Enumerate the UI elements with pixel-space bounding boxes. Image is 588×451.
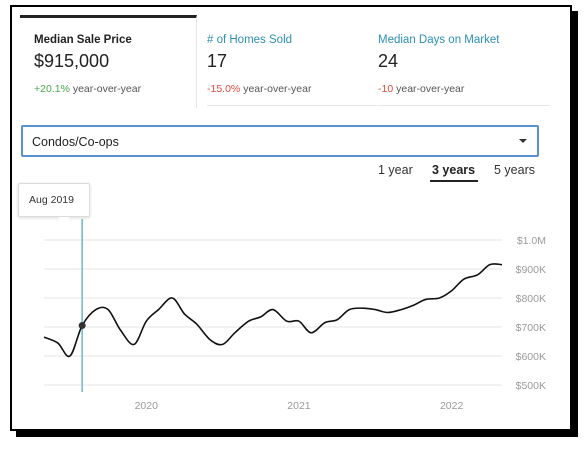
range-3-years[interactable]: 3 years [432,163,476,177]
change-value: -15.0% [207,83,241,95]
stat-value: 17 [207,51,228,71]
stat-change: +20.1% year-over-year [34,83,141,95]
stat-value: 24 [378,51,399,71]
change-value: +20.1% [34,83,70,95]
stat-change: -15.0% year-over-year [207,83,311,95]
stat-title: # of Homes Sold [207,34,293,46]
y-tick-label: $1.0M [517,235,546,247]
stat-value: $915,000 [34,51,110,71]
highlight-point [78,322,86,330]
stat-title: Median Sale Price [34,34,132,46]
tab-homes-sold[interactable]: # of Homes Sold 17 -15.0% year-over-year [207,18,377,106]
tab-median-sale-price[interactable]: Median Sale Price $915,000 +20.1% year-o… [20,15,197,108]
stat-change: -10 year-over-year [378,83,464,95]
chart-tooltip: Aug 2019 [18,183,90,217]
y-tick-label: $700K [516,322,546,334]
change-suffix: year-over-year [393,83,465,95]
change-value: -10 [378,83,394,95]
median-price-series-line [43,263,503,358]
y-tick-label: $900K [516,264,546,276]
selected-range-underline [430,180,478,182]
y-tick-label: $600K [516,351,546,363]
x-tick-label: 2021 [287,400,311,412]
caret-down-icon [519,139,527,143]
y-tick-label: $800K [516,293,546,305]
time-range-tabs: 1 year 3 years 5 years [375,160,545,182]
property-type-value: Condos/Co-ops [32,135,119,149]
tooltip-arrow [58,217,70,224]
market-insights-card [10,5,572,431]
change-suffix: year-over-year [240,83,312,95]
x-tick-label: 2022 [440,400,464,412]
stat-title: Median Days on Market [378,34,500,46]
y-tick-label: $500K [516,380,546,392]
tooltip-label: Aug 2019 [29,194,74,206]
range-5-years[interactable]: 5 years [494,163,535,177]
tab-median-days-on-market[interactable]: Median Days on Market 24 -10 year-over-y… [378,18,550,106]
x-tick-label: 2020 [135,400,159,412]
property-type-select[interactable]: Condos/Co-ops [21,125,539,157]
stats-tabs: Median Sale Price $915,000 +20.1% year-o… [20,15,550,108]
range-1-year[interactable]: 1 year [378,163,413,177]
change-suffix: year-over-year [69,83,142,95]
